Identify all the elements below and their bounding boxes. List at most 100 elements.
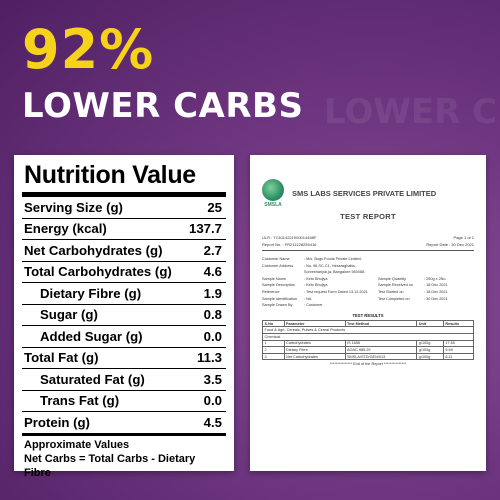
- field-label: Test Started on: [378, 289, 404, 294]
- field-label: Sample Description: [262, 283, 295, 288]
- nutrition-label: Dietary Fibre (g): [40, 285, 142, 301]
- cell: Net Carbohydrates: [283, 352, 346, 361]
- nutrition-value: 0.8: [203, 307, 222, 323]
- field-value: [424, 256, 474, 263]
- nutrition-panel: Nutrition Value Serving Size (g) 25 Ener…: [14, 155, 234, 479]
- report-fields: Customer Name : M/s. Bugs Foods Private L…: [262, 256, 474, 309]
- field-value: : 250g x 2No: [424, 276, 446, 281]
- lab-name: SMS LABS SERVICES PRIVATE LIMITED: [292, 189, 437, 198]
- results-title: TEST RESULTS: [352, 312, 384, 318]
- cell: 2: [262, 346, 285, 354]
- report-header: SMSLA SMS LABS SERVICES PRIVATE LIMITED: [262, 179, 474, 208]
- field-label: Sample Name: [262, 276, 287, 281]
- field-label: Sample Quantity: [378, 276, 407, 281]
- field-value: [424, 302, 474, 309]
- nutrition-row: Sugar (g) 0.8: [22, 305, 226, 326]
- divider: [262, 250, 474, 251]
- report-date: Report Date : 30 Dec 2021: [426, 242, 474, 247]
- column-header: Test Method: [344, 319, 418, 328]
- cell: IS 1656: [344, 339, 418, 348]
- hero-heading: 92% LOWER CARBS: [22, 18, 304, 127]
- nutrition-row: Serving Size (g) 25: [22, 197, 226, 219]
- nutrition-value: 25: [207, 199, 222, 215]
- nutrition-value: 137.7: [188, 221, 222, 237]
- nutrition-value: 11.3: [197, 350, 222, 366]
- field-label: Customer Name: [262, 257, 290, 261]
- cell: g/100g: [416, 346, 444, 354]
- nutrition-row: Protein (g) 4.5: [22, 412, 226, 436]
- field-value: : 30 Dec 2021: [424, 296, 448, 301]
- report-meta: ULR : TC6114221000014458F Page 1 of 1: [262, 235, 474, 240]
- field-label: Customer Address: [262, 263, 294, 268]
- report-ulr: ULR : TC6114221000014458F: [262, 235, 317, 240]
- field-label: Reference: [262, 289, 280, 294]
- report-title: TEST REPORT: [340, 212, 396, 221]
- column-header: Results: [442, 319, 475, 328]
- cell: 8.11: [442, 352, 475, 361]
- field-value: : M/s. Bugs Foods Private Limited.: [304, 257, 362, 261]
- report-number: Report No. : FR211228255416: [262, 242, 317, 247]
- table-row: 1 Carbohydrates IS 1656 g/100g 17.65: [262, 339, 475, 348]
- hero-subtitle: LOWER CARBS: [22, 86, 304, 126]
- table-row: 2 Dietary Fibre AOAC 985.29 g/100g 9.59: [262, 346, 475, 354]
- group-label: Food & Agri- Cereals, Pulses & Cereal Pr…: [262, 326, 474, 334]
- cell: SMSLA/STD/GEN/013: [344, 352, 418, 361]
- table-group-row: Food & Agri- Cereals, Pulses & Cereal Pr…: [262, 326, 474, 334]
- field-value: [424, 263, 474, 276]
- nutrition-row: Dietary Fibre (g) 1.9: [22, 283, 226, 305]
- nutrition-row: Added Sugar (g) 0.0: [22, 326, 226, 348]
- nutrition-row: Net Carbohydrates (g) 2.7: [22, 240, 226, 262]
- nutrition-label: Serving Size (g): [24, 199, 123, 215]
- field-label: [378, 263, 422, 276]
- cell: Carbohydrates: [283, 339, 346, 348]
- field-label: [378, 302, 422, 309]
- table-row: 3 Net Carbohydrates SMSLA/STD/GEN/013 g/…: [262, 352, 475, 361]
- cell: 3: [262, 352, 285, 361]
- field-label: Sample Drawn By: [262, 303, 293, 308]
- field-value: : NA: [304, 296, 312, 301]
- cell: AOAC 985.29: [344, 346, 418, 354]
- column-header: Parameter: [283, 319, 346, 328]
- lab-logo-text: SMSLA: [264, 202, 282, 208]
- field-value: : Keto Bhujiya: [304, 283, 328, 288]
- field-value: : Keto Bhujiya: [304, 276, 328, 281]
- nutrition-value: 4.6: [203, 264, 222, 280]
- subgroup-label: Chemical: [262, 332, 474, 341]
- nutrition-label: Total Carbohydrates (g): [24, 264, 172, 280]
- field-value: : 18 Dec 2021: [424, 283, 448, 288]
- nutrition-row: Total Fat (g) 11.3: [22, 348, 226, 369]
- field-value: : 18 Dec 2021: [424, 289, 448, 294]
- nutrition-label: Net Carbohydrates (g): [24, 242, 163, 258]
- nutrition-label: Energy (kcal): [24, 221, 107, 237]
- report-meta: Report No. : FR211228255416 Report Date …: [262, 242, 474, 247]
- footnote-net-carbs: Net Carbs = Total Carbs - Dietary Fibre: [24, 452, 196, 479]
- hero-percent: 92%: [22, 18, 155, 81]
- nutrition-label: Saturated Fat (g): [40, 371, 145, 387]
- nutrition-value: 2.7: [203, 242, 222, 258]
- field-label: Test Completed on: [378, 296, 410, 301]
- footnote-approx: Approximate Values: [24, 438, 130, 451]
- nutrition-label: Trans Fat (g): [40, 393, 120, 409]
- cell: 1: [262, 339, 285, 348]
- table-header-row: S.No Parameter Test Method Unit Results: [262, 319, 475, 328]
- nutrition-value: 0.0: [203, 328, 222, 344]
- nutrition-value: 3.5: [203, 371, 222, 387]
- field-value: : Customer: [304, 303, 323, 308]
- column-header: Unit: [416, 319, 444, 328]
- field-value: : No. 96,SC-C1, Hesaraghatta, Sorvekhari…: [304, 263, 366, 275]
- nutrition-value: 4.5: [203, 414, 222, 430]
- report-page: Page 1 of 1: [453, 235, 474, 240]
- nutrition-title: Nutrition Value: [22, 161, 226, 197]
- cell: Dietary Fibre: [283, 346, 346, 354]
- cell: g/100g: [416, 352, 444, 361]
- background-ghost-text: LOWER C: [324, 92, 498, 132]
- column-header: S.No: [262, 319, 285, 328]
- nutrition-row: Trans Fat (g) 0.0: [22, 391, 226, 412]
- field-label: [378, 256, 422, 263]
- nutrition-value: 0.0: [203, 393, 222, 409]
- nutrition-row: Saturated Fat (g) 3.5: [22, 369, 226, 391]
- results-table: S.No Parameter Test Method Unit Results …: [262, 319, 475, 361]
- field-value: : Test request Form Dated 13.12.2021: [304, 289, 368, 294]
- lab-logo-icon: [262, 179, 284, 201]
